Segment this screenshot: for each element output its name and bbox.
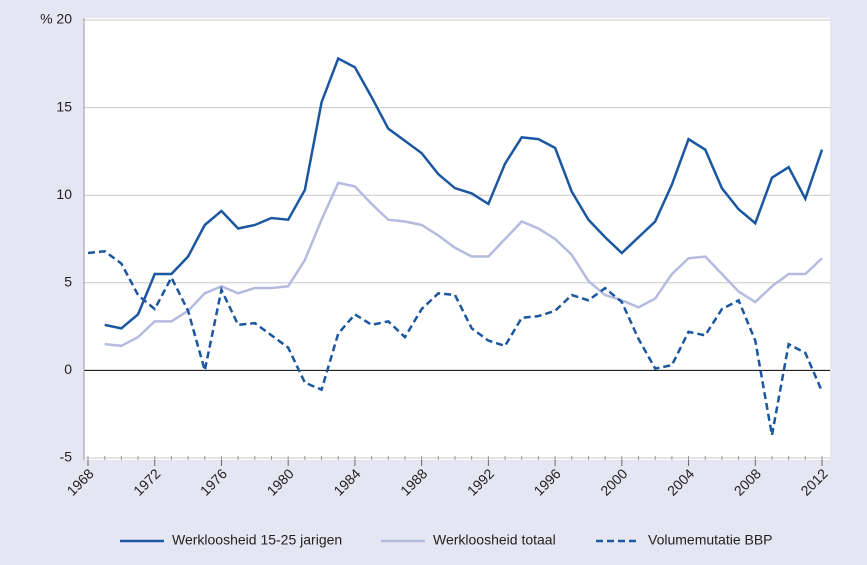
legend-label: Volumemutatie BBP xyxy=(648,532,773,548)
y-tick-label: 0 xyxy=(64,361,72,377)
series-line xyxy=(104,56,824,330)
series-line xyxy=(104,181,823,348)
y-tick-label: % 20 xyxy=(40,11,72,27)
legend-label: Werkloosheid totaal xyxy=(433,532,556,548)
y-tick-label: -5 xyxy=(60,449,73,465)
y-tick-label: 15 xyxy=(56,98,72,114)
plot-area xyxy=(84,18,830,460)
y-tick-label: 5 xyxy=(64,274,72,290)
legend-label: Werkloosheid 15-25 jarigen xyxy=(172,532,342,548)
series-line xyxy=(87,249,824,436)
y-tick-label: 10 xyxy=(56,186,72,202)
